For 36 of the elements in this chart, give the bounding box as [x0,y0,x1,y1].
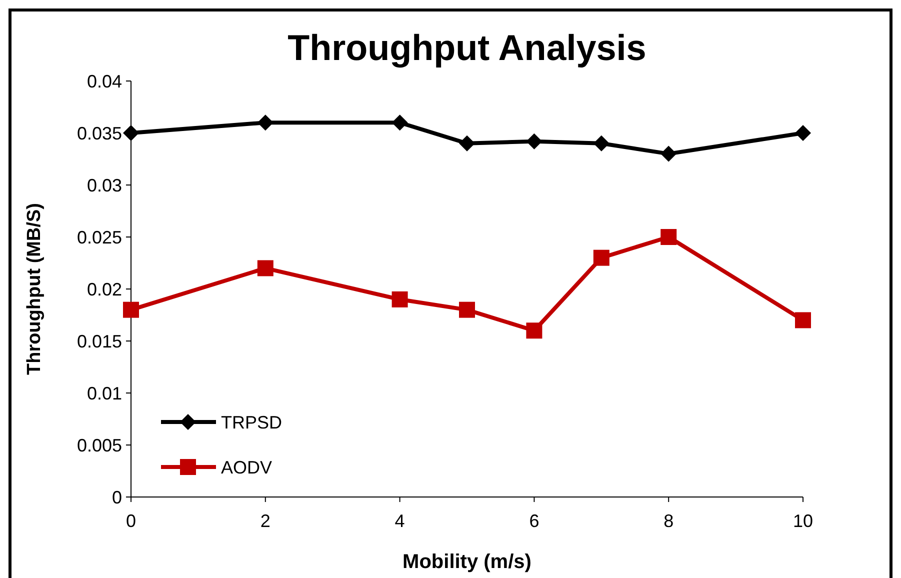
point [593,250,610,266]
y-tick-label: 0.03 [86,175,122,196]
point [257,114,274,131]
y-tick-label: 0.025 [76,227,122,248]
point [660,229,677,245]
point [526,133,542,150]
y-tick-label: 0.02 [86,279,122,300]
point [795,125,811,141]
y-tick-label: 0.035 [76,123,122,144]
x-tick-label: 8 [664,511,674,531]
point [392,291,408,308]
legend-label: AODV [221,457,272,478]
x-tick-label: 6 [529,511,540,531]
y-axis-title: Throughput (MB/S) [24,202,45,376]
y-tick-label: 0 [112,487,122,508]
x-tick-label: 10 [792,511,814,531]
y-tick-label: 0.01 [86,383,122,404]
point [123,125,139,141]
point [257,260,274,276]
point [123,302,139,318]
legend-label: TRPSD [221,412,282,432]
point [593,135,610,152]
y-tick-label: 0.015 [76,331,122,352]
point [660,146,677,162]
x-tick-label: 2 [260,511,270,531]
point [459,135,475,152]
x-axis-title: Mobility (m/s) [402,551,532,573]
point [526,322,542,339]
y-tick-label: 0.005 [76,435,122,456]
point [392,114,408,131]
x-tick-label: 4 [394,511,405,531]
point [795,312,811,328]
chart-title: Throughput Analysis [288,27,646,68]
point [459,302,475,318]
x-tick-label: 0 [126,511,136,531]
y-tick-label: 0.04 [86,71,122,92]
